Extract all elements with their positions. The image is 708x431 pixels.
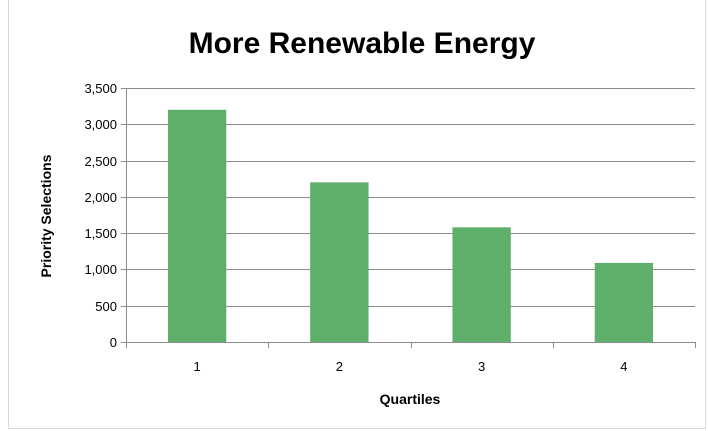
x-tick-label: 1	[194, 359, 201, 374]
y-tick-label: 3,500	[84, 81, 117, 96]
x-tick-label: 2	[336, 359, 343, 374]
chart-title: More Renewable Energy	[189, 27, 536, 60]
axes	[121, 88, 696, 348]
bar	[452, 227, 511, 342]
y-axis-title: Priority Selections	[38, 154, 54, 277]
bars	[167, 109, 654, 343]
x-tick-labels: 1 2 3 4	[194, 359, 628, 374]
y-tick-label: 3,000	[84, 117, 117, 132]
y-tick-label: 1,000	[84, 262, 117, 277]
bar	[594, 262, 654, 342]
y-tick-label: 1,500	[84, 226, 117, 241]
y-tick-label: 2,500	[84, 154, 117, 169]
x-tick-label: 3	[478, 359, 485, 374]
bar	[167, 109, 227, 343]
x-axis-title: Quartiles	[380, 391, 441, 407]
bar	[310, 182, 369, 342]
y-tick-label: 0	[110, 335, 117, 350]
y-tick-label: 2,000	[84, 190, 117, 205]
x-tick-label: 4	[620, 359, 627, 374]
y-tick-labels: 0 500 1,000 1,500 2,000 2,500 3,000 3,500	[84, 81, 117, 350]
y-tick-label: 500	[95, 299, 117, 314]
